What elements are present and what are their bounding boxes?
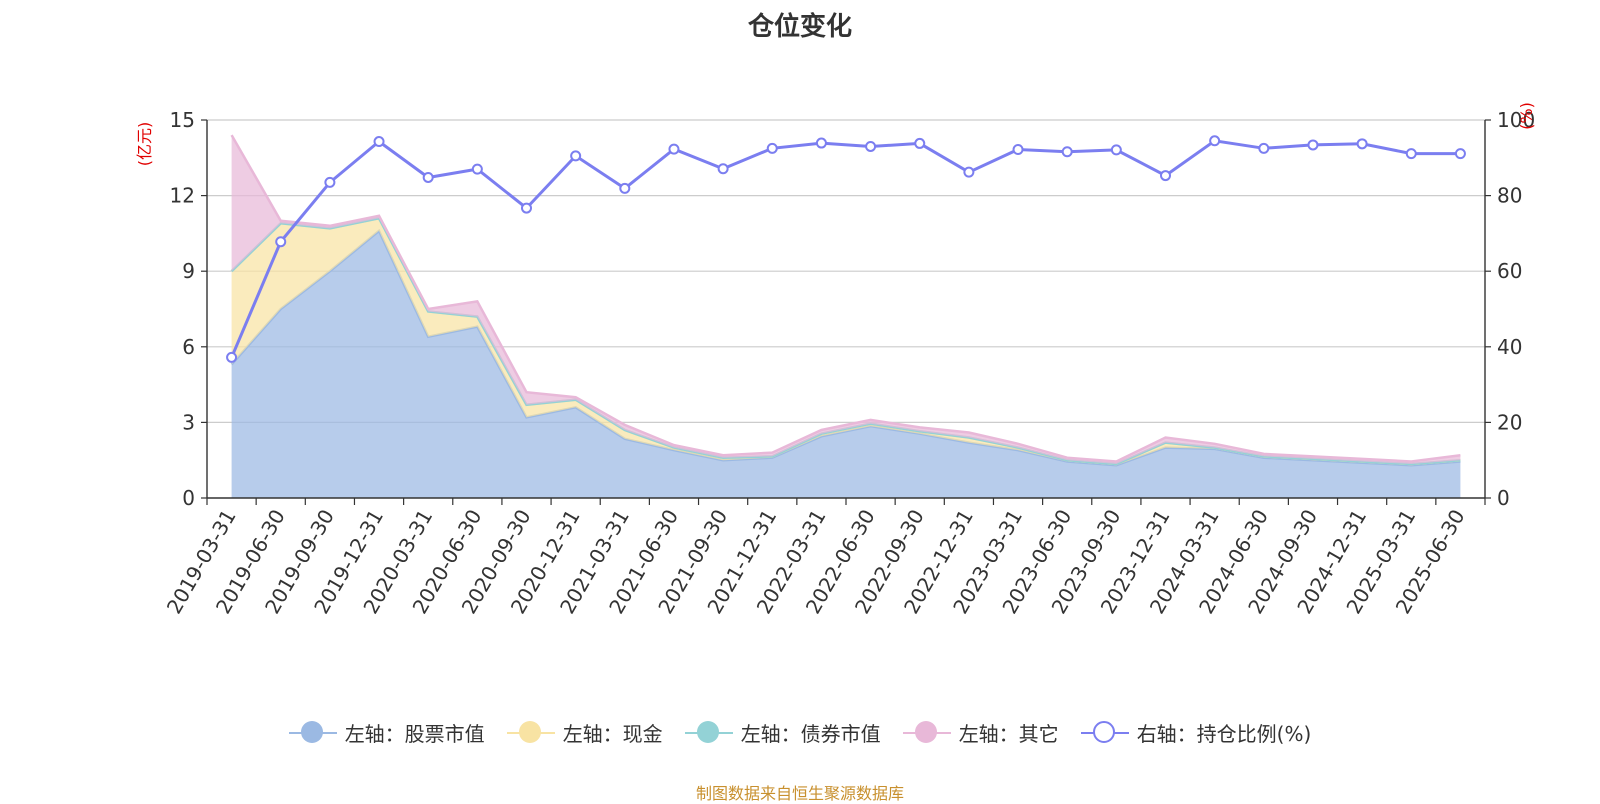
ratio-point xyxy=(226,351,238,363)
legend-swatch xyxy=(902,720,951,745)
legend-label: 左轴：债券市值 xyxy=(740,722,881,746)
chart-title: 仓位变化 xyxy=(747,12,852,42)
right-tick-label: 100 xyxy=(1497,108,1535,132)
ratio-point xyxy=(1356,138,1368,150)
ratio-point xyxy=(1258,142,1270,154)
ratio-point xyxy=(422,171,434,183)
ratio-point xyxy=(1061,146,1073,158)
ratio-point xyxy=(766,142,778,154)
right-tick-label: 80 xyxy=(1497,184,1522,208)
ratio-point xyxy=(914,137,926,149)
left-tick-label: 12 xyxy=(170,184,195,208)
left-tick-label: 9 xyxy=(182,259,195,283)
legend-label: 左轴：现金 xyxy=(562,722,663,746)
legend-swatch xyxy=(684,720,733,745)
ratio-point xyxy=(1454,148,1466,160)
legend-swatch xyxy=(1080,720,1129,745)
legend-swatch xyxy=(506,720,555,745)
area-左轴：股票市值 xyxy=(231,230,1461,498)
ratio-point xyxy=(1209,135,1221,147)
ratio-point xyxy=(619,182,631,194)
ratio-point xyxy=(1110,144,1122,156)
ratio-point xyxy=(471,163,483,175)
right-tick-label: 60 xyxy=(1497,259,1522,283)
ratio-point xyxy=(815,137,827,149)
area-左轴：现金 xyxy=(231,218,1461,466)
legend-item[interactable]: 左轴：现金 xyxy=(506,718,663,747)
legend-label: 左轴：股票市值 xyxy=(344,722,485,746)
left-tick-label: 3 xyxy=(182,410,195,434)
ratio-point xyxy=(1405,148,1417,160)
left-tick-label: 6 xyxy=(182,335,195,359)
legend-item[interactable]: 左轴：债券市值 xyxy=(684,718,881,747)
ratio-point xyxy=(717,163,729,175)
legend-label: 右轴：持仓比例(%) xyxy=(1136,722,1312,746)
data-source: 制图数据来自恒生聚源数据库 xyxy=(695,784,904,803)
ratio-point xyxy=(373,136,385,148)
left-axis-unit: (亿元) xyxy=(135,122,154,167)
stacked-areas xyxy=(230,134,1461,498)
left-tick-label: 15 xyxy=(170,108,195,132)
legend-item[interactable]: 左轴：股票市值 xyxy=(288,718,485,747)
ratio-line-path xyxy=(230,139,1461,358)
legend-item[interactable]: 右轴：持仓比例(%) xyxy=(1080,718,1312,747)
ratio-point xyxy=(1012,143,1024,155)
ratio-line xyxy=(226,135,1466,363)
left-tick-label: 0 xyxy=(182,486,195,510)
right-tick-label: 20 xyxy=(1497,410,1522,434)
legend: 左轴：股票市值 左轴：现金 左轴：债券市值 左轴：其它 右轴：持仓比例(%) xyxy=(0,718,1600,747)
legend-swatch xyxy=(288,720,337,745)
ratio-point xyxy=(1307,139,1319,151)
ratio-point xyxy=(324,176,336,188)
area-edge-左轴：其它 xyxy=(230,134,1461,463)
ratio-point xyxy=(275,236,287,248)
ratio-point xyxy=(668,143,680,155)
ratio-point xyxy=(1160,170,1171,182)
ratio-point xyxy=(865,140,877,152)
legend-item[interactable]: 左轴：其它 xyxy=(902,718,1059,747)
ratio-point xyxy=(963,166,975,178)
position-chart: 036912150204060801002019-03-312019-06-30… xyxy=(135,102,1536,618)
right-axis-unit: (%) xyxy=(1517,102,1536,130)
legend-label: 左轴：其它 xyxy=(958,722,1059,746)
right-tick-label: 0 xyxy=(1497,486,1510,510)
ratio-point xyxy=(521,202,532,214)
right-tick-label: 40 xyxy=(1497,335,1522,359)
ratio-point xyxy=(570,150,582,162)
